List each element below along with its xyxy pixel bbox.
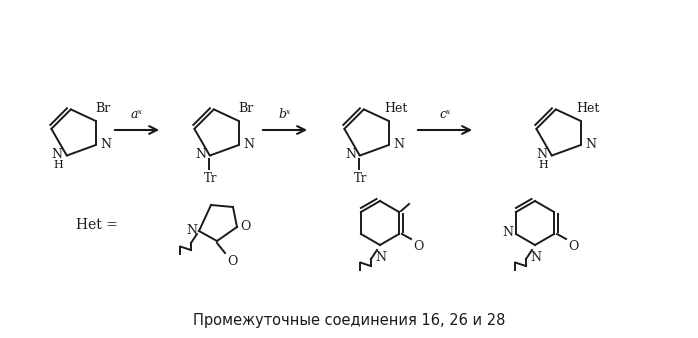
Text: bˣ: bˣ (279, 108, 291, 121)
Text: N: N (101, 138, 112, 150)
Text: O: O (413, 240, 424, 253)
Text: Промежуточные соединения 16, 26 и 28: Промежуточные соединения 16, 26 и 28 (193, 313, 505, 328)
Text: N: N (244, 138, 255, 150)
Text: N: N (346, 148, 357, 161)
Text: H: H (538, 160, 548, 170)
Text: Het: Het (577, 102, 600, 115)
Text: O: O (240, 219, 251, 233)
Text: Het: Het (385, 102, 408, 115)
Text: aˣ: aˣ (131, 108, 143, 121)
Text: Tr: Tr (354, 172, 368, 185)
Text: O: O (227, 255, 237, 268)
Text: N: N (530, 251, 542, 264)
Text: Het =: Het = (76, 218, 118, 232)
Text: N: N (502, 226, 513, 240)
Text: N: N (186, 223, 197, 237)
Text: N: N (52, 148, 63, 161)
Text: Br: Br (96, 102, 111, 115)
Text: Tr: Tr (204, 172, 218, 185)
Text: H: H (53, 160, 63, 170)
Text: Br: Br (239, 102, 253, 115)
Text: N: N (196, 148, 207, 161)
Text: N: N (394, 138, 405, 150)
Text: cˣ: cˣ (439, 108, 451, 121)
Text: N: N (586, 138, 597, 150)
Text: O: O (568, 240, 579, 253)
Text: N: N (376, 251, 387, 264)
Text: N: N (537, 148, 548, 161)
